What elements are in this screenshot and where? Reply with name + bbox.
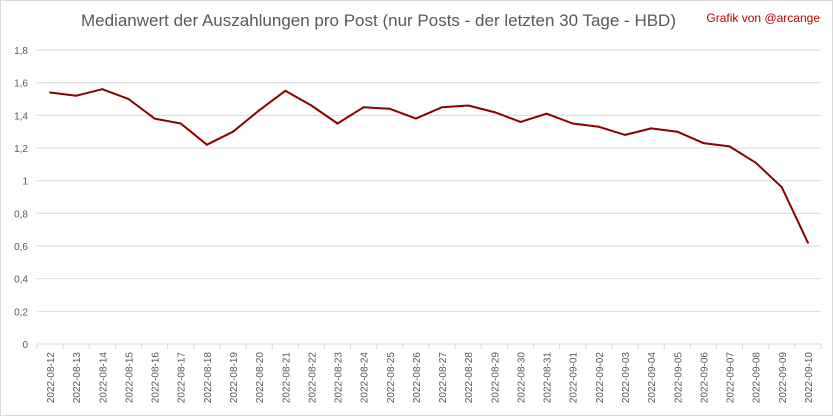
data-point [467, 104, 470, 107]
data-point [493, 111, 496, 114]
x-tick-label: 2022-08-24 [360, 352, 371, 404]
x-tick-label: 2022-09-01 [569, 352, 580, 404]
data-point [441, 106, 444, 109]
x-tick-label: 2022-08-29 [490, 352, 501, 404]
x-tick-label: 2022-09-07 [726, 352, 737, 404]
data-point [75, 94, 78, 97]
x-tick-label: 2022-08-20 [255, 352, 266, 404]
x-tick-label: 2022-08-19 [229, 352, 240, 404]
y-tick-label: 0,8 [14, 209, 28, 220]
x-tick-label: 2022-08-18 [203, 352, 214, 404]
x-tick-label: 2022-09-03 [621, 352, 632, 404]
x-tick-label: 2022-09-09 [778, 352, 789, 404]
data-point [702, 142, 705, 145]
x-tick-label: 2022-08-31 [543, 352, 554, 404]
y-tick-label: 0,4 [14, 275, 28, 286]
y-tick-label: 0 [22, 340, 28, 351]
credit-label: Grafik von @arcange [706, 11, 820, 25]
x-tick-label: 2022-08-21 [281, 352, 292, 404]
data-point [49, 91, 52, 94]
x-tick-label: 2022-08-12 [46, 352, 57, 404]
data-point [545, 112, 548, 115]
data-point [414, 117, 417, 120]
data-point [153, 117, 156, 120]
y-tick-label: 1 [22, 177, 28, 188]
x-tick-label: 2022-08-13 [72, 352, 83, 404]
data-point [780, 186, 783, 189]
data-point [127, 98, 130, 100]
data-point [806, 241, 809, 244]
x-tick-label: 2022-08-23 [334, 352, 345, 404]
data-point [101, 88, 104, 91]
y-tick-label: 0,6 [14, 242, 28, 253]
x-tick-label: 2022-08-17 [177, 352, 188, 404]
data-point [284, 89, 287, 92]
data-point [624, 133, 626, 136]
x-tick-label: 2022-08-30 [516, 352, 527, 404]
data-point [728, 145, 731, 148]
x-tick-label: 2022-08-25 [386, 352, 397, 404]
data-point [179, 122, 182, 125]
x-tick-label: 2022-08-28 [464, 352, 475, 404]
x-tick-label: 2022-09-04 [647, 352, 658, 404]
data-point [362, 106, 365, 109]
x-tick-label: 2022-09-02 [595, 352, 606, 404]
data-point [336, 122, 339, 125]
data-point [571, 122, 574, 125]
x-tick-label: 2022-09-05 [673, 352, 684, 404]
y-tick-label: 0,2 [14, 307, 28, 318]
data-point [519, 120, 522, 123]
data-point [310, 104, 313, 107]
series-line [49, 88, 809, 244]
y-tick-label: 1,2 [14, 144, 28, 155]
data-point [597, 125, 600, 128]
data-point [388, 107, 391, 110]
x-tick-label: 2022-08-27 [438, 352, 449, 404]
x-tick-label: 2022-09-08 [752, 352, 763, 404]
chart-title: Medianwert der Auszahlungen pro Post (nu… [81, 11, 676, 30]
data-point [258, 109, 261, 112]
x-tick-label: 2022-09-06 [699, 352, 710, 404]
x-tick-label: 2022-08-22 [307, 352, 318, 404]
x-tick-label: 2022-08-15 [124, 352, 135, 404]
data-point [650, 127, 653, 130]
y-tick-label: 1,8 [14, 46, 28, 57]
data-point [205, 143, 208, 146]
y-tick-label: 1,4 [14, 111, 28, 122]
data-point [676, 130, 679, 133]
y-tick-label: 1,6 [14, 79, 28, 90]
x-tick-label: 2022-09-10 [804, 352, 815, 404]
x-tick-label: 2022-08-26 [412, 352, 423, 404]
x-tick-label: 2022-08-14 [98, 352, 109, 404]
x-tick-label: 2022-08-16 [151, 352, 162, 404]
data-point [754, 161, 757, 164]
data-point [232, 130, 234, 133]
